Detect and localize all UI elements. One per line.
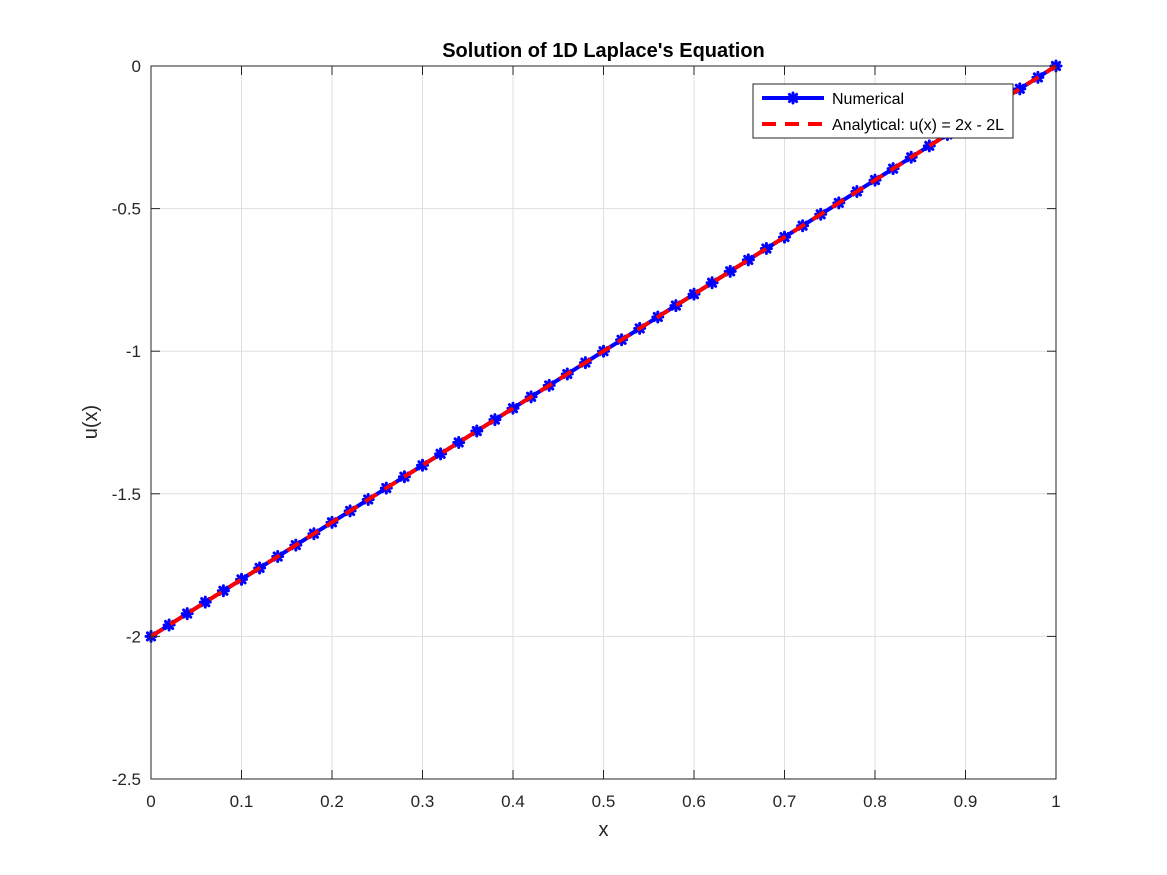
x-axis-label: x bbox=[599, 819, 609, 841]
y-tick-label: -1 bbox=[126, 342, 141, 361]
numerical-data-point bbox=[705, 276, 719, 290]
x-tick-label: 1 bbox=[1051, 792, 1060, 811]
y-axis-label: u(x) bbox=[80, 405, 102, 439]
y-tick-label: -2.5 bbox=[112, 770, 141, 789]
x-tick-label: 0.9 bbox=[954, 792, 978, 811]
legend-analytical-label: Analytical: u(x) = 2x - 2L bbox=[832, 117, 1004, 134]
legend-numerical-label: Numerical bbox=[832, 91, 904, 108]
ticks bbox=[150, 65, 1057, 780]
x-tick-label: 0.4 bbox=[501, 792, 525, 811]
legend: Numerical Analytical: u(x) = 2x - 2L bbox=[752, 83, 1014, 139]
numerical-data-point bbox=[723, 264, 737, 278]
x-tick-label: 0.8 bbox=[863, 792, 887, 811]
y-tick-label: -2 bbox=[126, 627, 141, 646]
chart-title: Solution of 1D Laplace's Equation bbox=[442, 40, 765, 62]
x-tick-label: 0.5 bbox=[592, 792, 616, 811]
tick-labels: 0 0.1 0.2 0.3 0.4 0.5 0.6 0.7 0.8 0.9 1 -2.5 -2 -1.5 -… bbox=[112, 57, 1061, 811]
y-tick-label: 0 bbox=[132, 57, 141, 76]
x-tick-label: 0.7 bbox=[773, 792, 797, 811]
numerical-data-point bbox=[452, 435, 466, 449]
y-tick-label: -1.5 bbox=[112, 485, 141, 504]
y-tick-label: -0.5 bbox=[112, 200, 141, 219]
x-tick-label: 0.3 bbox=[411, 792, 435, 811]
analytical-series-line bbox=[149, 64, 1058, 639]
numerical-data-point bbox=[198, 595, 212, 609]
series-group bbox=[144, 59, 1063, 643]
x-tick-label: 0.1 bbox=[230, 792, 254, 811]
x-tick-label: 0.2 bbox=[320, 792, 344, 811]
numerical-data-point bbox=[235, 572, 248, 586]
x-tick-label: 0 bbox=[146, 792, 155, 811]
x-tick-label: 0.6 bbox=[682, 792, 706, 811]
legend-numerical-marker bbox=[786, 91, 800, 105]
legend-star-marker bbox=[786, 91, 800, 105]
